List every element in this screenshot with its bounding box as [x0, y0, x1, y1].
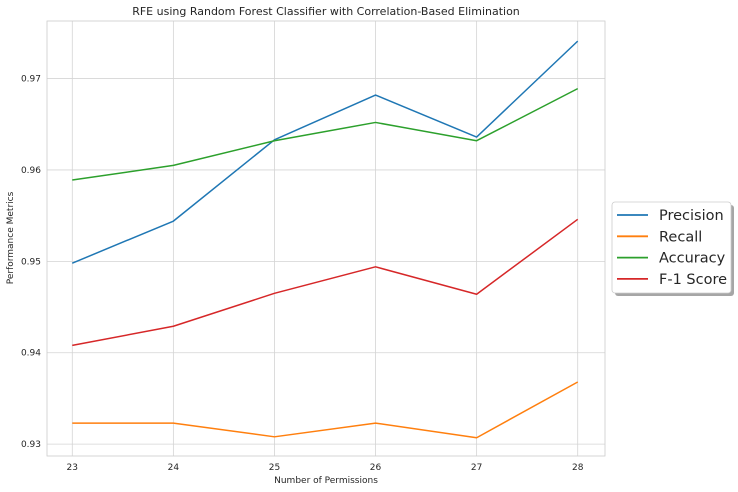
y-tick-label: 0.96: [21, 166, 41, 176]
y-tick-label: 0.93: [21, 440, 41, 450]
series-line-accuracy: [72, 87, 579, 181]
y-tick-label: 0.95: [21, 257, 41, 267]
series-line-f-1-score: [72, 218, 579, 347]
legend-label-precision: Precision: [659, 208, 724, 224]
chart-title: RFE using Random Forest Classifier with …: [132, 5, 520, 18]
legend-label-f-1-score: F-1 Score: [659, 272, 727, 288]
x-tick-label: 27: [471, 463, 482, 473]
x-tick-label: 26: [370, 463, 382, 473]
legend-label-accuracy: Accuracy: [659, 251, 726, 267]
y-tick-label: 0.94: [21, 349, 41, 359]
x-tick-label: 28: [572, 463, 584, 473]
x-tick-label: 23: [67, 463, 78, 473]
legend: Precision Recall Accuracy F-1 Score: [611, 201, 734, 296]
legend-label-recall: Recall: [659, 229, 702, 245]
series-lines: [71, 40, 579, 439]
x-axis-label: Number of Permissions: [274, 476, 378, 486]
legend-items: Precision Recall Accuracy F-1 Score: [617, 208, 727, 288]
tick-labels: 23 24 25 26 27 28 0.93 0.94 0.95 0.96 0.97: [21, 75, 584, 473]
x-tick-label: 25: [269, 463, 280, 473]
legend-box: [611, 201, 732, 294]
series-line-precision: [71, 40, 579, 264]
x-tick-label: 24: [168, 463, 180, 473]
plot-area-border: [46, 20, 606, 457]
grid-lines: [47, 21, 605, 456]
y-axis-label: Performance Metrics: [6, 191, 16, 284]
y-tick-label: 0.97: [21, 75, 41, 85]
series-line-recall: [72, 381, 579, 439]
